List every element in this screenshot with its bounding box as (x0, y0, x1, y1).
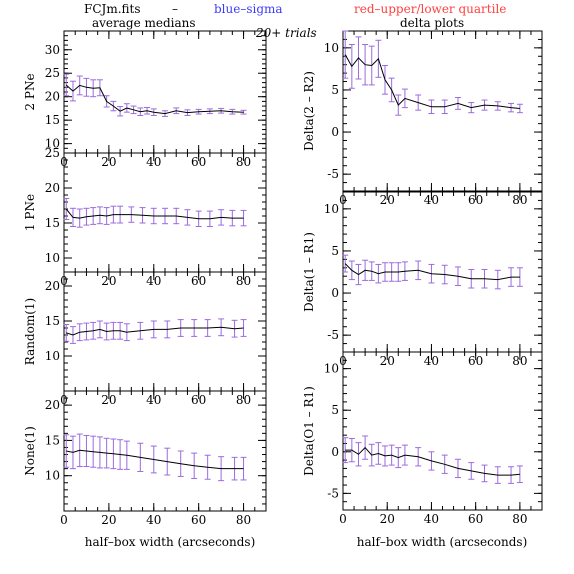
x-tick-label: 60 (468, 354, 483, 368)
x-tick-label: 80 (236, 393, 251, 407)
x-axis-title-left: half–box width (arcseconds) (85, 535, 256, 549)
x-tick-label: 0 (60, 513, 68, 527)
y-tick-label: 25 (45, 146, 60, 160)
x-tick-label: 20 (101, 155, 116, 169)
y-tick-label: 15 (45, 113, 60, 127)
y-tick-label: 10 (45, 469, 60, 483)
y-tick-label: 5 (331, 244, 339, 258)
y-axis-title: 2 PNe (23, 73, 37, 110)
x-tick-label: 80 (236, 513, 251, 527)
series-line (65, 208, 244, 220)
y-axis-title: 1 PNe (23, 194, 37, 231)
y-tick-label: 15 (45, 433, 60, 447)
y-tick-label: 30 (45, 43, 60, 57)
filename-label: FCJm.fits (84, 2, 141, 16)
x-tick-label: 60 (191, 274, 206, 288)
x-tick-label: 80 (236, 155, 251, 169)
panel-frame (342, 351, 543, 511)
series-line (344, 263, 520, 281)
y-axis-title: Delta(O1 – R1) (302, 386, 316, 476)
x-tick-label: 80 (236, 274, 251, 288)
y-tick-label: -5 (327, 328, 339, 342)
panel-frame (63, 30, 267, 154)
x-tick-label: 20 (101, 274, 116, 288)
y-axis-title: None(1) (23, 426, 37, 476)
y-tick-label: 25 (45, 66, 60, 80)
y-axis-title: Delta(2 – R2) (302, 71, 316, 151)
x-tick-label: 60 (191, 513, 206, 527)
panel-frame (342, 30, 543, 192)
y-tick-label: 0 (331, 125, 339, 139)
y-tick-label: 20 (45, 181, 60, 195)
trials-label: 20+ trials (255, 26, 317, 40)
series-line (66, 326, 244, 336)
y-axis-title: Delta(1 – R1) (302, 232, 316, 312)
x-tick-label: 0 (339, 512, 347, 526)
x-tick-label: 40 (424, 512, 439, 526)
x-tick-label: 40 (146, 155, 161, 169)
x-tick-label: 60 (191, 155, 206, 169)
x-tick-label: 80 (512, 512, 527, 526)
x-tick-label: 40 (146, 274, 161, 288)
series-line (344, 54, 520, 109)
y-tick-label: 20 (45, 398, 60, 412)
y-tick-label: 15 (45, 314, 60, 328)
x-axis-title-right: half–box width (arcseconds) (357, 535, 528, 549)
y-tick-label: -5 (327, 486, 339, 500)
legend-red-quartile: red–upper/lower quartile (354, 2, 506, 16)
y-tick-label: 10 (45, 349, 60, 363)
y-tick-label: 10 (324, 362, 339, 376)
panel-frame (63, 390, 267, 512)
y-tick-label: 10 (324, 202, 339, 216)
right-column-title: delta plots (400, 16, 464, 30)
x-tick-label: 20 (380, 512, 395, 526)
y-tick-label: 0 (331, 445, 339, 459)
legend-blue-sigma: blue–sigma (214, 2, 283, 16)
header-dash: – (172, 2, 178, 16)
y-tick-label: 5 (331, 83, 339, 97)
y-tick-label: 20 (45, 90, 60, 104)
y-tick-label: 15 (45, 216, 60, 230)
y-tick-label: -5 (327, 167, 339, 181)
x-tick-label: 20 (380, 354, 395, 368)
y-tick-label: 10 (45, 137, 60, 151)
x-tick-label: 40 (146, 513, 161, 527)
series-line (66, 449, 244, 470)
x-tick-label: 80 (512, 354, 527, 368)
y-tick-label: 20 (45, 279, 60, 293)
series-line (345, 446, 520, 476)
left-column-title: average medians (92, 16, 196, 30)
y-tick-label: 10 (45, 251, 60, 265)
series-line (65, 84, 244, 115)
x-tick-label: 20 (101, 513, 116, 527)
x-tick-label: 20 (101, 393, 116, 407)
x-tick-label: 60 (468, 512, 483, 526)
panel-frame (63, 271, 267, 392)
y-axis-title: Random(1) (23, 298, 37, 365)
x-tick-label: 60 (191, 393, 206, 407)
x-tick-label: 40 (424, 354, 439, 368)
panel-6: 10 15 20 0 20 40 60 80 None(1) (23, 390, 267, 527)
y-tick-label: 5 (331, 403, 339, 417)
y-tick-label: 0 (331, 286, 339, 300)
x-tick-label: 40 (146, 393, 161, 407)
y-tick-label: 10 (324, 41, 339, 55)
